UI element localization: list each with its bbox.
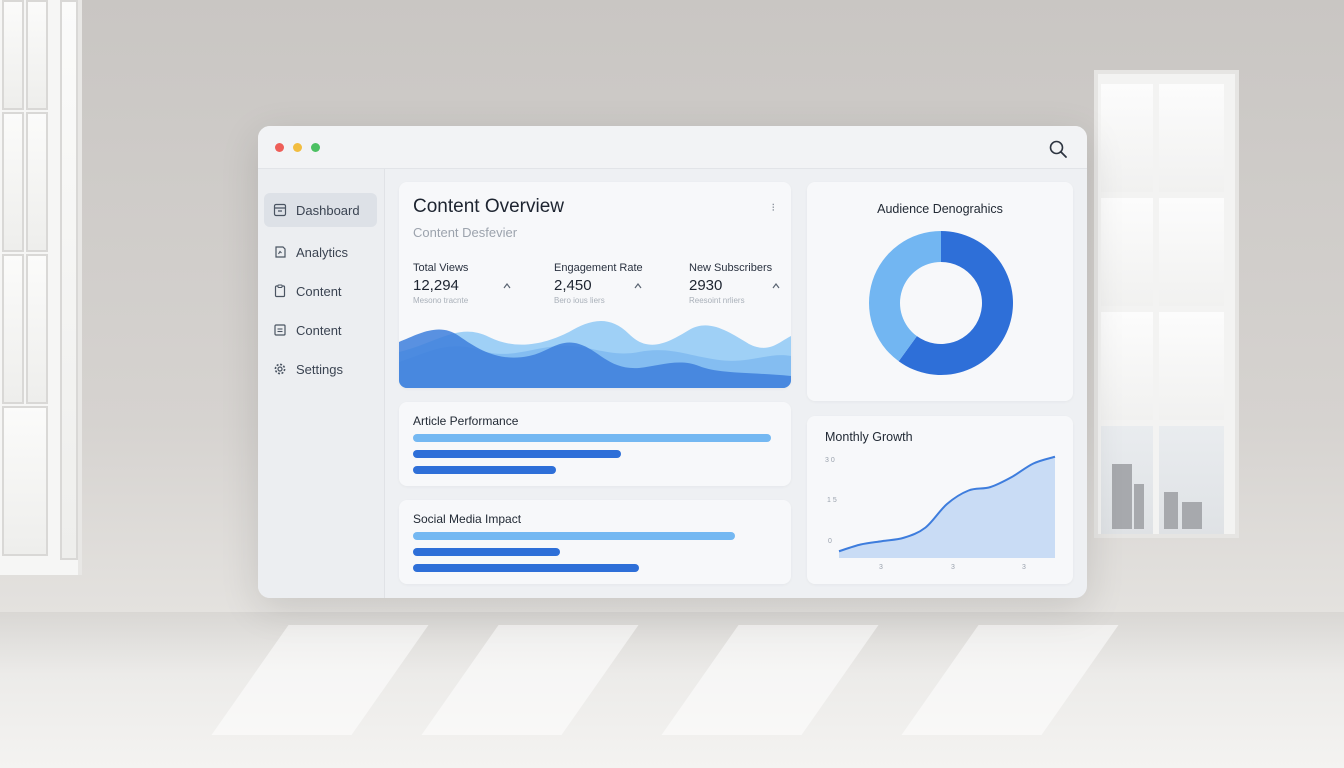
content-overview-card: Content Overview Content Desfevier ⁝ Tot…: [399, 182, 791, 388]
bar-0: [413, 434, 771, 442]
stat-total-views: Total Views 12,294 Mesono tracnte: [413, 262, 468, 305]
sidebar-item-label: Settings: [296, 361, 343, 377]
stat-value: 2930: [689, 277, 723, 294]
sidebar-item-label: Content: [296, 283, 342, 299]
sidebar-item-label: Dashboard: [296, 202, 360, 218]
x-tick-label: 3: [879, 564, 883, 571]
audience-demographics-card: Audience Denograhics: [807, 182, 1073, 401]
maximize-window-button[interactable]: [311, 143, 320, 152]
monthly-growth-card: Monthly Growth 3 0 1 5 0 3 3 3: [807, 416, 1073, 584]
stat-label: Total Views: [413, 262, 469, 274]
close-window-button[interactable]: [275, 143, 284, 152]
growth-line: [838, 455, 1056, 553]
x-tick-label: 3: [951, 564, 955, 571]
search-icon[interactable]: [1047, 138, 1069, 160]
y-tick-label: 3 0: [825, 457, 835, 464]
sidebar-item-analytics[interactable]: Analytics: [264, 235, 377, 269]
stat-value: 2,450: [554, 277, 592, 294]
stat-label: Engagement Rate: [554, 262, 643, 274]
card-title: Audience Denograhics: [877, 202, 1003, 216]
app-window: Dashboard Analytics Content Content: [258, 126, 1087, 598]
y-tick-label: 1 5: [827, 497, 837, 504]
bar-2: [413, 466, 556, 474]
right-window: [1094, 70, 1239, 538]
demographics-donut-chart: [869, 231, 1013, 375]
bar-1: [413, 450, 621, 458]
overview-wave-chart: [399, 320, 791, 388]
sidebar-item-content[interactable]: Content: [264, 274, 377, 308]
card-menu-icon[interactable]: ⁝: [771, 202, 776, 214]
document-icon: [274, 324, 286, 336]
analytics-icon: [275, 246, 286, 258]
title-bar: [258, 126, 1087, 169]
gear-icon: [274, 363, 286, 375]
clipboard-icon: [274, 284, 286, 298]
trend-up-icon: [503, 283, 511, 289]
trend-up-icon: [772, 283, 780, 289]
growth-area-fill: [839, 456, 1055, 558]
minimize-window-button[interactable]: [293, 143, 302, 152]
donut-slice-0: [898, 231, 1013, 375]
stat-label: New Subscribers: [689, 262, 773, 274]
stat-note: Mesono tracnte: [413, 296, 469, 305]
room-floor: [0, 612, 1344, 768]
bar-1: [413, 548, 560, 556]
sidebar: Dashboard Analytics Content Content: [258, 169, 385, 598]
sidebar-item-content-secondary[interactable]: Content: [264, 313, 377, 347]
sidebar-item-dashboard[interactable]: Dashboard: [264, 193, 377, 227]
wave-layer-front: [399, 329, 791, 388]
stat-note: Reesoint nrliers: [689, 296, 745, 305]
sidebar-item-settings[interactable]: Settings: [264, 352, 377, 386]
stat-value: 12,294: [413, 277, 459, 294]
bar-2: [413, 564, 639, 572]
social-media-impact-card: Social Media Impact: [399, 500, 791, 584]
y-tick-label: 0: [828, 538, 832, 545]
monthly-growth-area-chart: [838, 455, 1056, 558]
article-performance-card: Article Performance: [399, 402, 791, 486]
card-title: Content Overview: [413, 196, 565, 217]
stat-engagement-rate: Engagement Rate 2,450 Bero ious liers: [554, 262, 643, 305]
donut-slice-1: [869, 231, 941, 362]
stat-note: Bero ious liers: [554, 296, 605, 305]
sidebar-item-label: Content: [296, 322, 342, 338]
left-window: [0, 0, 82, 575]
card-subtitle: Content Desfevier: [413, 225, 518, 240]
x-tick-label: 3: [1022, 564, 1026, 571]
stat-new-subscribers: New Subscribers 2930 Reesoint nrliers: [689, 262, 772, 305]
card-title: Article Performance: [413, 414, 519, 428]
bar-0: [413, 532, 735, 540]
card-title: Monthly Growth: [825, 430, 913, 444]
card-title: Social Media Impact: [413, 512, 522, 526]
dashboard-icon: [273, 203, 287, 217]
sidebar-item-label: Analytics: [296, 244, 349, 260]
trend-up-icon: [634, 283, 642, 289]
